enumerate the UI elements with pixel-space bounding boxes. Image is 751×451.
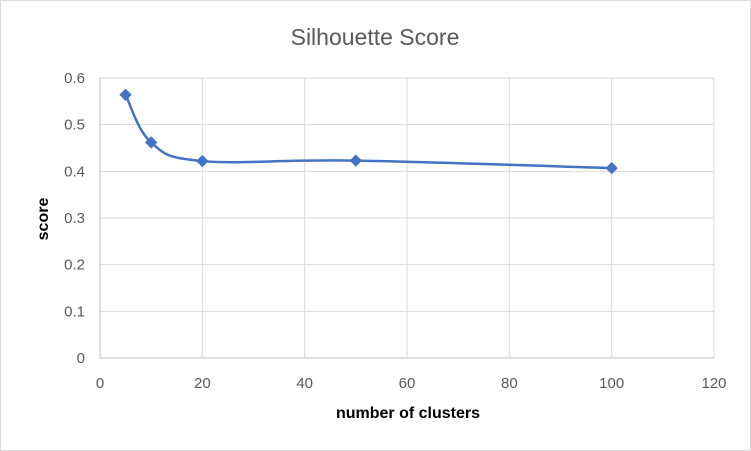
y-tick-label: 0.6	[64, 70, 85, 87]
x-tick-label: 60	[399, 375, 416, 392]
data-point-marker	[119, 88, 132, 102]
y-tick-label: 0.1	[64, 303, 85, 320]
tick-labels: 0 0.1 0.2 0.3 0.4 0.5 0.6 0 20 40 60 80 100 120	[64, 70, 726, 392]
x-tick-label: 20	[194, 375, 211, 392]
y-tick-label: 0.3	[64, 210, 85, 227]
y-axis-label: score	[35, 198, 52, 241]
chart-title: Silhouette Score	[291, 24, 460, 50]
x-axis-label: number of clusters	[336, 405, 480, 422]
y-tick-label: 0	[77, 350, 85, 367]
x-tick-label: 40	[296, 375, 313, 392]
x-tick-label: 0	[96, 375, 104, 392]
x-tick-label: 80	[501, 375, 518, 392]
data-point-marker	[605, 161, 618, 175]
x-tick-label: 120	[701, 375, 726, 392]
data-point-marker	[144, 136, 158, 149]
x-tick-label: 100	[599, 375, 624, 392]
y-tick-label: 0.2	[64, 257, 85, 274]
data-point-marker	[349, 154, 363, 167]
y-tick-label: 0.5	[64, 117, 85, 134]
y-tick-label: 0.4	[64, 163, 85, 180]
gridlines	[99, 77, 715, 359]
series-line	[124, 94, 612, 170]
axes	[99, 78, 714, 359]
data-point-marker	[196, 154, 209, 168]
series-layer	[119, 88, 618, 175]
